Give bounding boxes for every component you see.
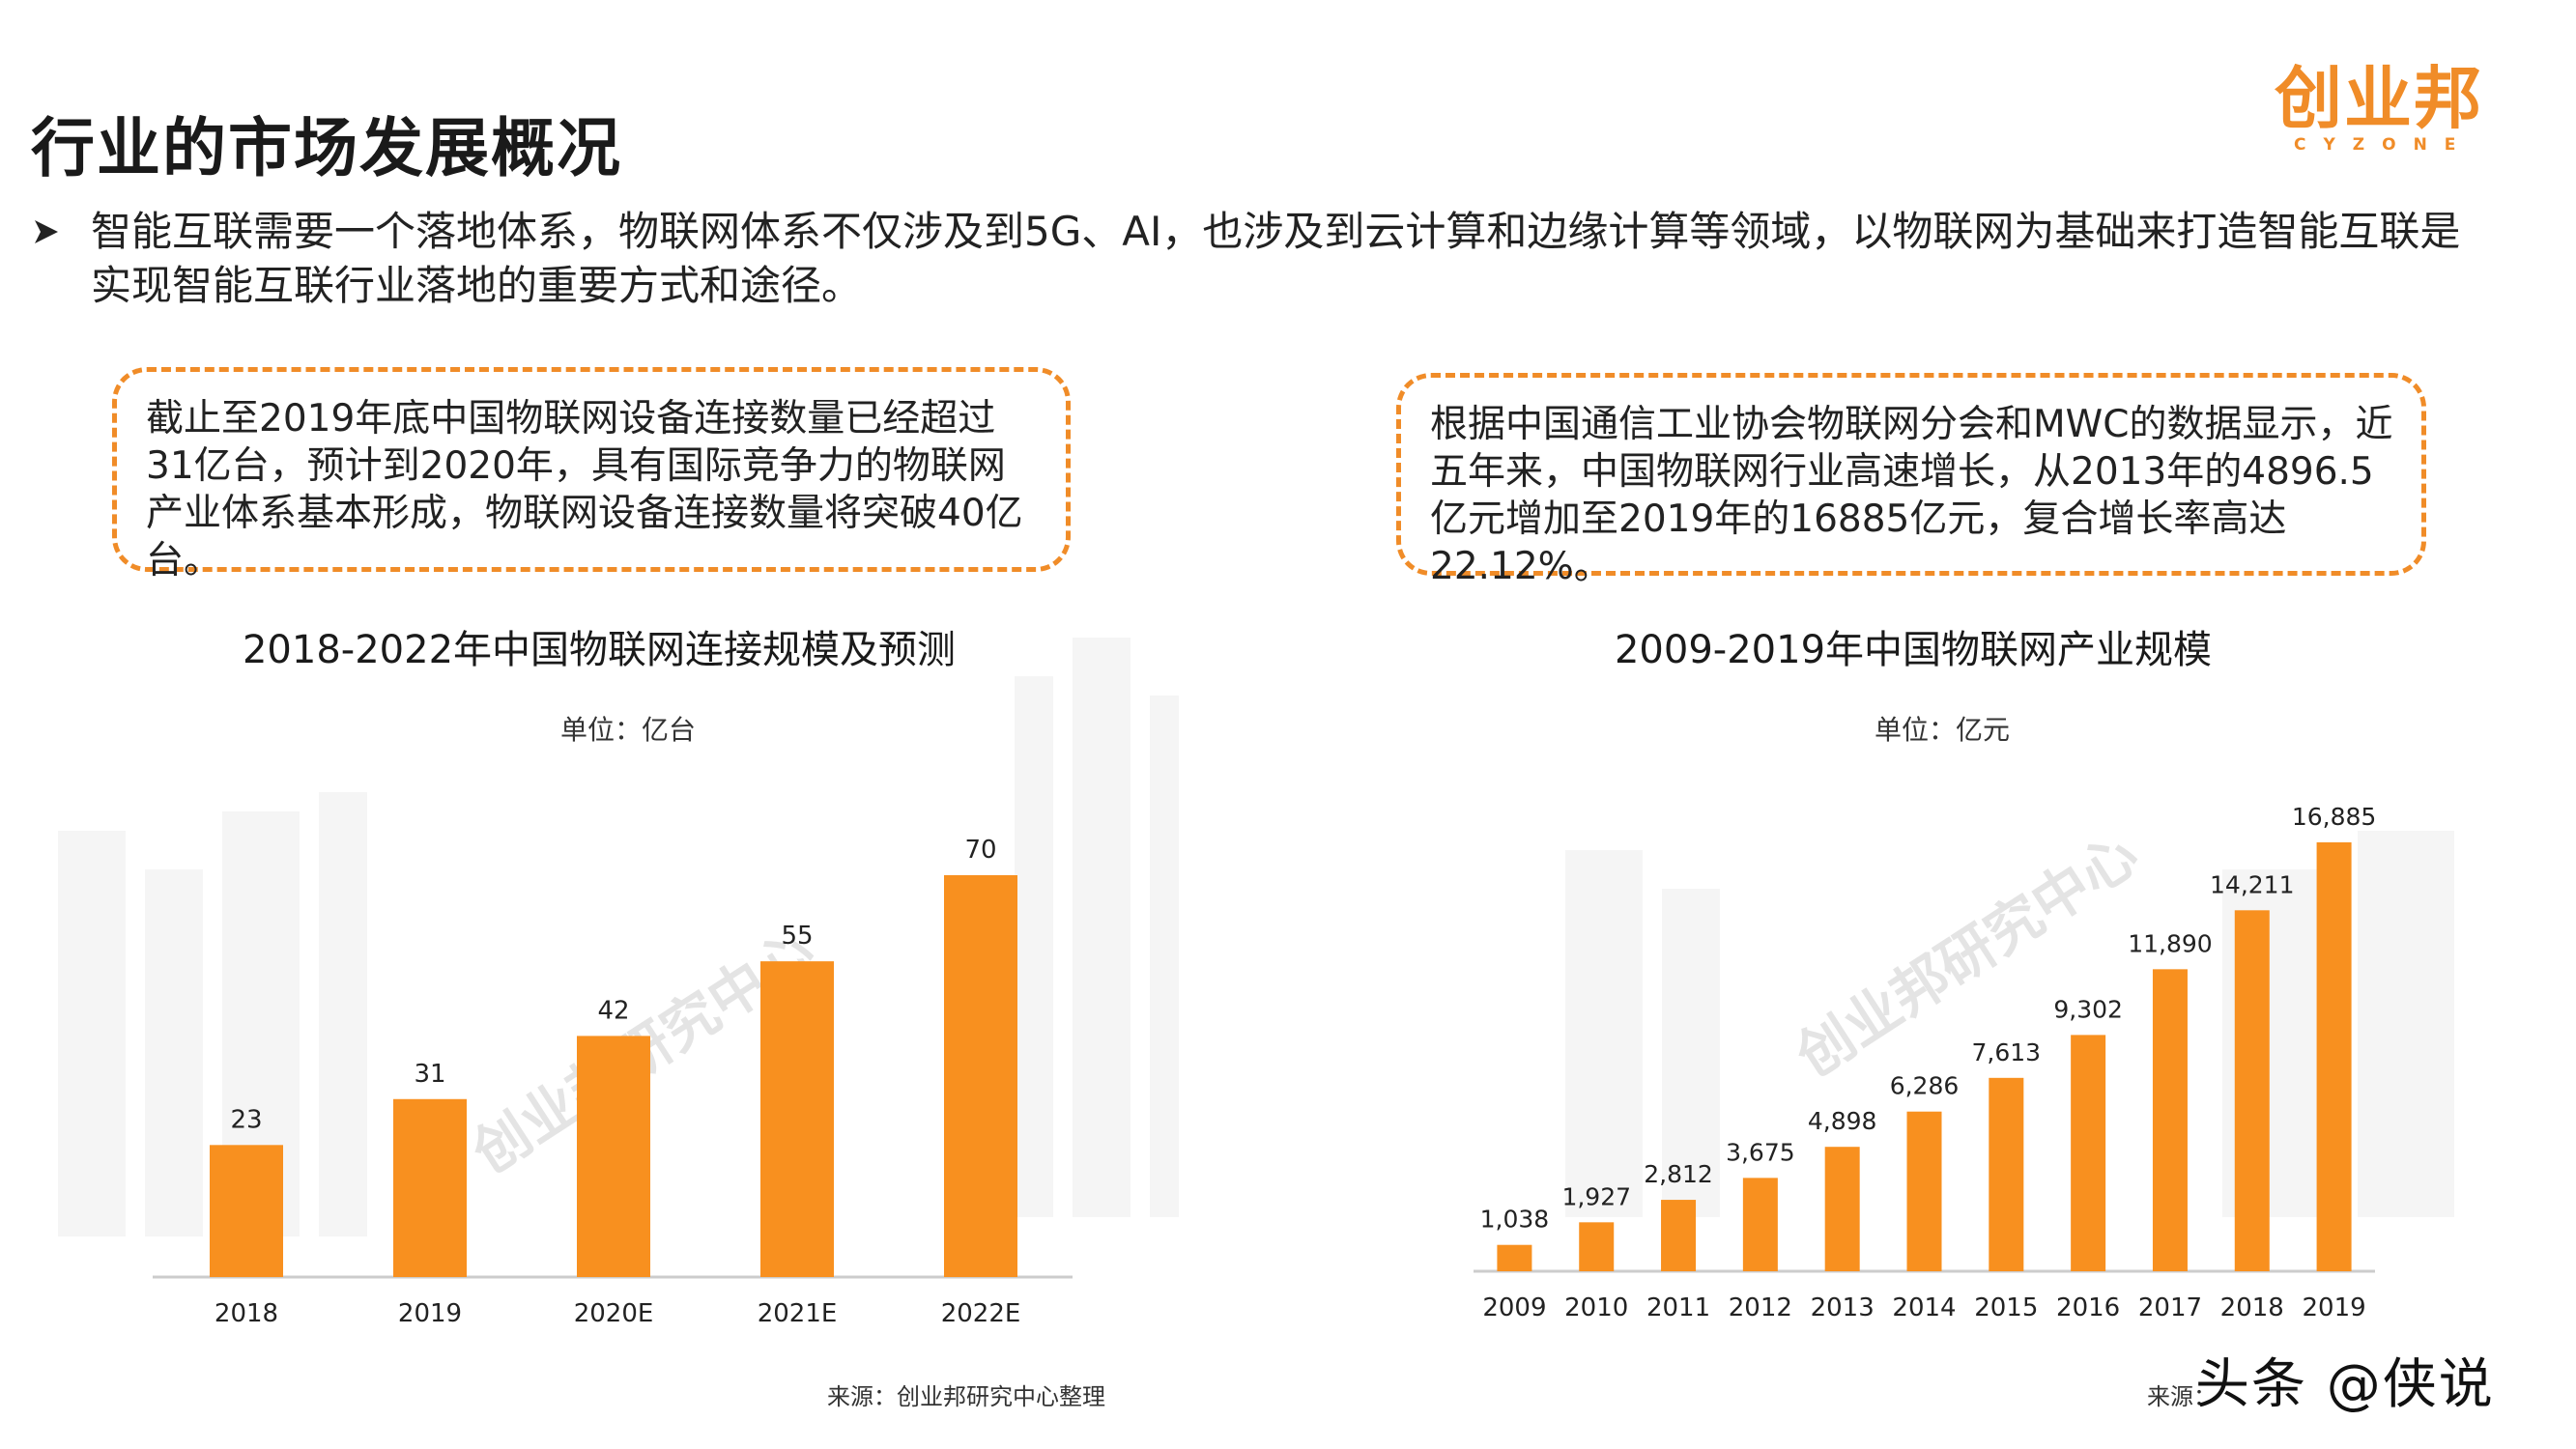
source-right: 来源： [2147, 1383, 2217, 1410]
chart-1-tick-label: 2014 [1892, 1293, 1956, 1322]
chart-1-value-label: 1,927 [1561, 1182, 1631, 1210]
chart-1-bar-2017 [2152, 969, 2188, 1271]
chart-1-value-label: 2,812 [1644, 1160, 1713, 1188]
chart-0-value-label: 31 [414, 1060, 445, 1089]
chart-1-tick-label: 2010 [1564, 1293, 1628, 1322]
callout-right-text: 根据中国通信工业协会物联网分会和MWC的数据显示，近五年来，中国物联网行业高速增… [1430, 403, 2393, 588]
chart-right-unit: 单位：亿元 [1874, 714, 2010, 746]
chart-1-bar-2013 [1824, 1147, 1860, 1271]
chart-0-tick-label: 2022E [941, 1299, 1021, 1328]
chart-1-value-label: 3,675 [1726, 1138, 1795, 1166]
chart-1-bar-2009 [1497, 1244, 1532, 1271]
chart-1-tick-label: 2015 [1974, 1293, 2038, 1322]
chart-0-tick-label: 2019 [398, 1299, 462, 1328]
chart-1-bar-2014 [1906, 1111, 1942, 1271]
chart-1-value-label: 11,890 [2128, 929, 2212, 957]
chart-1-bar-2012 [1742, 1178, 1778, 1271]
callout-left: 截止至2019年底中国物联网设备连接数量已经超过31亿台，预计到2020年，具有… [112, 367, 1071, 582]
chart-1-tick-label: 2012 [1729, 1293, 1792, 1322]
chart-right-title: 2009-2019年中国物联网产业规模 [1614, 628, 2213, 672]
chart-1-value-label: 7,613 [1972, 1038, 2042, 1066]
chart-1-tick-label: 2013 [1811, 1293, 1875, 1322]
cyzone-logo: 创业邦 CYZONE [2273, 60, 2485, 156]
chart-1-value-label: 1,038 [1480, 1206, 1550, 1234]
source-left: 来源：创业邦研究中心整理 [827, 1383, 1105, 1410]
chart-left-unit: 单位：亿台 [559, 714, 696, 746]
chart-1-tick-label: 2018 [2220, 1293, 2284, 1322]
chart-0-tick-label: 2018 [215, 1299, 278, 1328]
chart-1-value-label: 9,302 [2053, 995, 2123, 1023]
chart-1-value-label: 6,286 [1890, 1072, 1960, 1100]
chart-1-tick-label: 2011 [1646, 1293, 1710, 1322]
chart-1-value-label: 16,885 [2292, 803, 2376, 831]
callout-left-text: 截止至2019年底中国物联网设备连接数量已经超过31亿台，预计到2020年，具有… [146, 397, 1023, 582]
chart-0-bar-2022E [944, 875, 1017, 1277]
chart-1-tick-label: 2016 [2056, 1293, 2120, 1322]
chart-0-bar-2020E [577, 1036, 650, 1277]
chart-1-bar-2011 [1661, 1200, 1697, 1271]
chart-1-bar-2018 [2234, 910, 2270, 1271]
chart-1-value-label: 4,898 [1808, 1107, 1877, 1135]
chart-0-value-label: 70 [964, 836, 996, 865]
chart-left-title: 2018-2022年中国物联网连接规模及预测 [242, 628, 957, 672]
chart-0-bar-2021E [760, 961, 834, 1277]
chart-1-bar-2019 [2316, 842, 2352, 1271]
chart-0-bar-2019 [393, 1098, 467, 1277]
page-title: 行业的市场发展概况 [31, 111, 622, 185]
chart-0-value-label: 42 [597, 996, 629, 1025]
chart-0-value-label: 23 [230, 1105, 262, 1134]
chart-0-tick-label: 2020E [574, 1299, 654, 1328]
chart-1-bar-2015 [1989, 1077, 2024, 1271]
chart-1-value-label: 14,211 [2210, 870, 2294, 898]
chart-1-tick-label: 2019 [2303, 1293, 2366, 1322]
logo-sub-text: CYZONE [2294, 135, 2474, 155]
chart-1-bar-2010 [1579, 1222, 1615, 1271]
arrow-bullet-icon [35, 220, 58, 243]
chart-0-value-label: 55 [781, 922, 813, 951]
callout-right: 根据中国通信工业协会物联网分会和MWC的数据显示，近五年来，中国物联网行业高速增… [1396, 373, 2426, 588]
logo-main-text: 创业邦 [2275, 59, 2483, 138]
chart-1-tick-label: 2017 [2138, 1293, 2202, 1322]
toutiao-watermark: 头条 @侠说 [2195, 1353, 2495, 1416]
chart-0-tick-label: 2021E [758, 1299, 838, 1328]
chart-0-bar-2018 [210, 1145, 283, 1277]
chart-1-bar-2016 [2071, 1035, 2106, 1271]
bullet-text: 智能互联需要一个落地体系，物联网体系不仅涉及到5G、AI，也涉及到云计算和边缘计… [91, 208, 2461, 309]
chart-1-tick-label: 2009 [1482, 1293, 1546, 1322]
